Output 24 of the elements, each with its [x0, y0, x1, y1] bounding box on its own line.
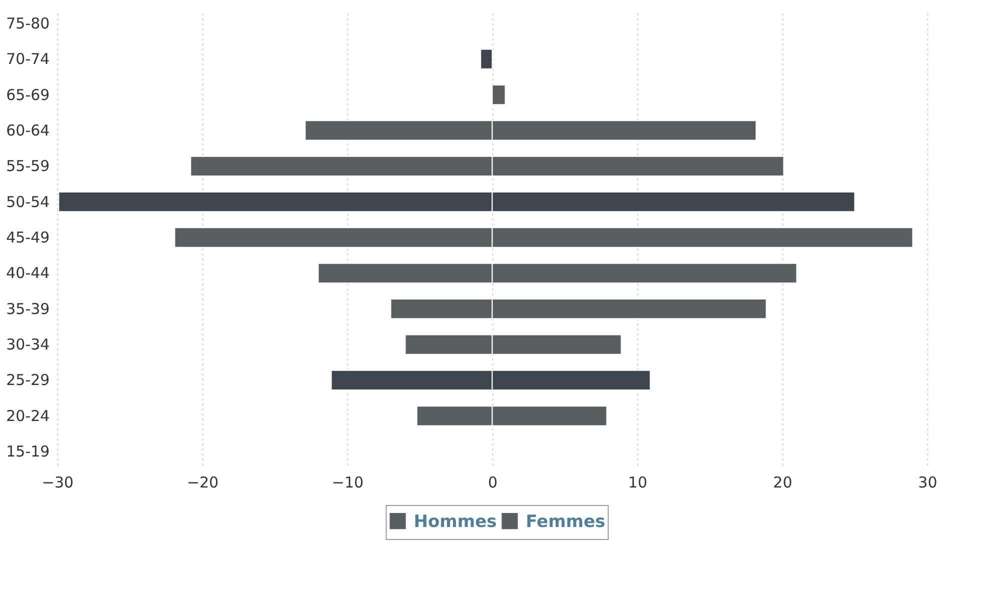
x-tick-label: −10 — [332, 474, 364, 492]
bar — [480, 48, 493, 70]
y-tick-label: 75-80 — [6, 14, 50, 32]
legend-label: Hommes — [414, 512, 497, 532]
y-tick-label: 35-39 — [6, 300, 50, 318]
x-tick-label: 30 — [918, 474, 938, 492]
legend-label: Femmes — [526, 512, 606, 532]
y-tick-label: 45-49 — [6, 228, 50, 246]
x-tick-label: 20 — [773, 474, 792, 492]
y-tick-label: 20-24 — [6, 406, 50, 425]
x-tick-label: −20 — [186, 474, 219, 492]
y-tick-label: 60-64 — [6, 121, 50, 140]
bar — [492, 84, 506, 106]
y-tick-label: 50-54 — [6, 192, 50, 211]
y-tick-label: 65-69 — [6, 86, 50, 104]
y-tick-label: 40-44 — [6, 264, 50, 282]
y-tick-label: 70-74 — [6, 50, 50, 68]
y-tick-label: 15-19 — [6, 442, 50, 461]
y-tick-label: 25-29 — [6, 371, 50, 390]
x-tick-label: 0 — [488, 474, 498, 492]
y-tick-label: 55-59 — [6, 157, 50, 176]
y-tick-label: 30-34 — [6, 336, 50, 354]
x-tick-label: 10 — [628, 474, 648, 492]
x-tick-label: −30 — [42, 474, 74, 492]
